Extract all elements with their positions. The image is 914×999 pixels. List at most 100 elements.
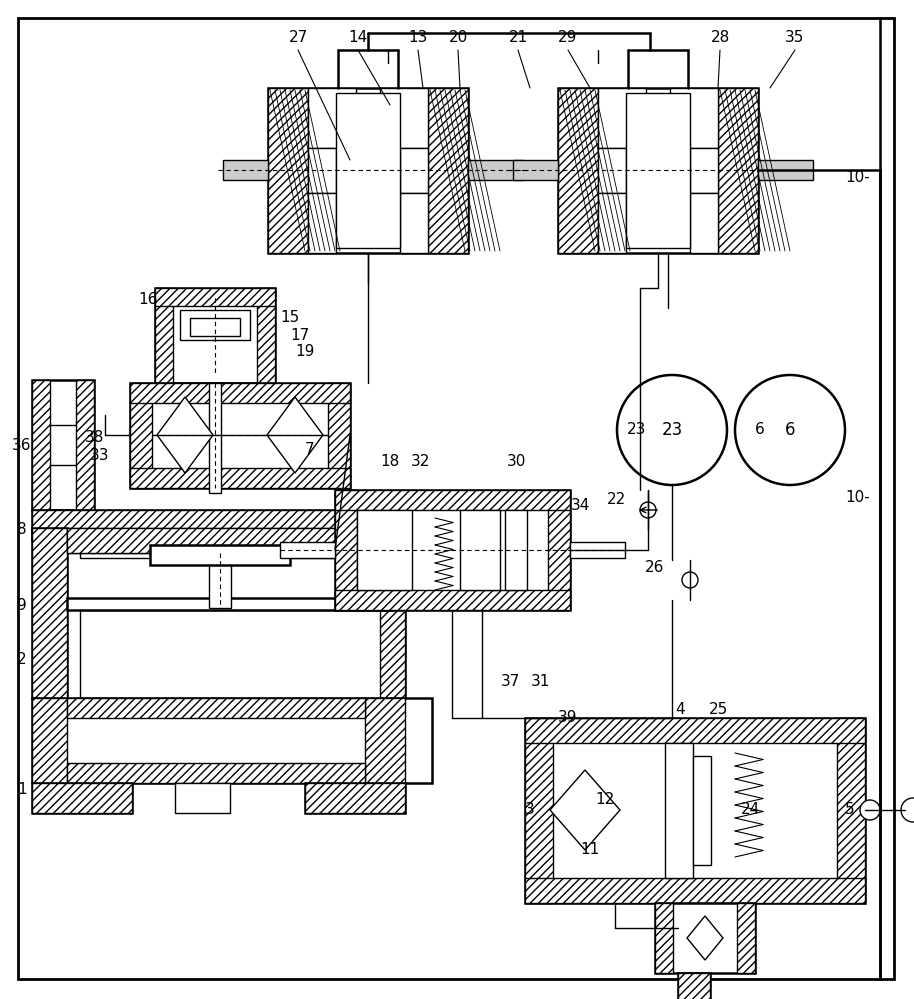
Bar [513, 160, 558, 180]
Bar [223, 160, 268, 180]
Bar [570, 542, 625, 558]
Bar [357, 510, 412, 590]
Bar [598, 88, 646, 148]
Bar [505, 510, 527, 590]
Bar [209, 383, 221, 493]
Text: 14: 14 [348, 31, 367, 46]
Bar [32, 783, 132, 813]
Bar [525, 878, 865, 903]
Text: 2: 2 [17, 652, 27, 667]
Bar [670, 88, 718, 148]
Bar [32, 528, 67, 698]
Bar [525, 718, 865, 903]
Bar [67, 528, 365, 553]
Bar [737, 903, 755, 973]
Bar [80, 610, 380, 698]
Text: 20: 20 [449, 31, 468, 46]
Bar [257, 288, 275, 383]
Circle shape [640, 502, 656, 518]
Bar [558, 88, 758, 253]
Polygon shape [267, 397, 323, 473]
Bar [655, 903, 755, 973]
Bar [308, 193, 336, 253]
Text: 31: 31 [530, 674, 549, 689]
Bar [268, 88, 468, 253]
Bar [548, 490, 570, 610]
Bar [67, 528, 365, 553]
Text: 23: 23 [662, 421, 683, 439]
Bar [365, 528, 405, 698]
Text: 25: 25 [708, 702, 728, 717]
Bar [525, 718, 865, 743]
Polygon shape [687, 916, 723, 960]
Text: 23: 23 [627, 423, 647, 438]
Bar [76, 380, 94, 510]
Bar [400, 148, 428, 193]
Bar [336, 93, 400, 248]
Bar [130, 383, 350, 488]
Text: 4: 4 [675, 702, 685, 717]
Bar [67, 763, 365, 783]
Bar [690, 148, 718, 193]
Text: 10-: 10- [845, 171, 870, 186]
Bar [335, 490, 357, 610]
Bar [190, 318, 240, 336]
Bar [558, 88, 598, 253]
Text: 9: 9 [17, 597, 27, 612]
Text: 1: 1 [17, 782, 27, 797]
Bar [525, 718, 553, 903]
Text: 37: 37 [500, 674, 520, 689]
Bar [305, 783, 405, 813]
Bar [155, 288, 173, 383]
Bar [665, 743, 693, 878]
Polygon shape [157, 397, 213, 473]
Bar [468, 160, 523, 180]
Text: 7: 7 [305, 443, 314, 458]
Circle shape [735, 375, 845, 485]
Bar [32, 510, 432, 540]
Bar [678, 973, 710, 999]
Text: 12: 12 [595, 792, 614, 807]
Bar [180, 310, 250, 340]
Bar [32, 528, 67, 698]
Bar [209, 553, 231, 608]
Bar [380, 88, 428, 148]
Text: 16: 16 [138, 293, 158, 308]
Text: 35: 35 [785, 31, 804, 46]
Text: 11: 11 [580, 842, 600, 857]
Bar [130, 383, 152, 488]
Text: 29: 29 [558, 31, 578, 46]
Text: 21: 21 [508, 31, 527, 46]
Bar [678, 973, 710, 999]
Text: 6: 6 [755, 423, 765, 438]
Circle shape [682, 572, 698, 588]
Bar [308, 148, 336, 193]
Circle shape [901, 798, 914, 822]
Text: 30: 30 [506, 455, 526, 470]
Polygon shape [550, 770, 620, 850]
Bar [626, 93, 690, 248]
Text: 17: 17 [291, 328, 310, 343]
Text: 28: 28 [710, 31, 729, 46]
Text: 39: 39 [558, 710, 578, 725]
Bar [150, 545, 290, 565]
Bar [32, 380, 94, 510]
Bar [460, 510, 500, 590]
Bar [155, 288, 275, 306]
Bar [305, 783, 405, 813]
Bar [67, 598, 392, 610]
Bar [80, 540, 383, 558]
Bar [328, 383, 350, 488]
Bar [428, 88, 468, 253]
Bar [155, 288, 275, 383]
Bar [67, 698, 365, 718]
Bar [598, 148, 626, 193]
Bar [32, 698, 67, 783]
Text: 24: 24 [740, 802, 760, 817]
Bar [335, 490, 570, 610]
Bar [837, 718, 865, 903]
Bar [130, 468, 350, 488]
Bar [175, 783, 230, 813]
Bar [718, 88, 758, 253]
Bar [308, 88, 356, 148]
